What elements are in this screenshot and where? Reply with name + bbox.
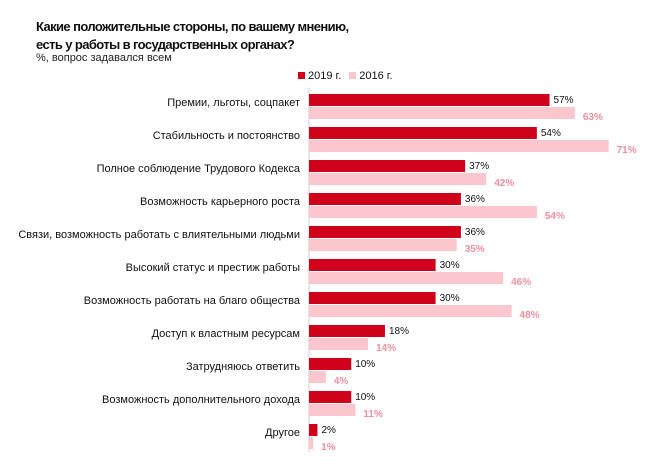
bar-2019: [309, 127, 537, 139]
bar-2016: [309, 173, 487, 185]
category-label: Премии, льготы, соцпакет: [167, 97, 300, 109]
data-label: 14%: [376, 343, 396, 354]
data-label: 35%: [465, 244, 485, 255]
data-label: 57%: [554, 95, 574, 106]
data-label: 10%: [355, 359, 375, 370]
bar-2016: [309, 404, 356, 416]
category-label: Доступ к властным ресурсам: [152, 328, 300, 340]
data-label: 48%: [520, 310, 540, 321]
bar-2019: [309, 391, 352, 403]
bar-2016: [309, 437, 314, 449]
bar-2019: [309, 325, 385, 337]
legend-item-2016: 2016 г.: [349, 70, 393, 82]
legend-item-2019: 2019 г.: [298, 70, 341, 82]
bar-2016: [309, 305, 512, 317]
bar-2019: [309, 259, 436, 271]
bar-2019: [309, 292, 436, 304]
bar-2019: [309, 226, 461, 238]
data-label: 10%: [355, 392, 375, 403]
data-label: 71%: [617, 145, 637, 156]
data-label: 11%: [363, 409, 383, 420]
bar-2019: [309, 424, 318, 436]
category-label: Стабильность и постоянство: [153, 130, 300, 142]
data-label: 54%: [541, 128, 561, 139]
bar-2016: [309, 206, 537, 218]
data-label: 1%: [321, 442, 336, 453]
category-label: Возможность работать на благо общества: [84, 295, 301, 307]
data-label: 63%: [583, 112, 603, 123]
chart-title: Какие положительные стороны, по вашему м…: [36, 19, 349, 52]
data-label: 30%: [440, 293, 460, 304]
data-label: 18%: [389, 326, 409, 337]
data-label: 36%: [465, 227, 485, 238]
bar-2019: [309, 94, 550, 106]
bar-2019: [309, 358, 352, 370]
data-label: 4%: [334, 376, 349, 387]
category-label: Связи, возможность работать с влиятельны…: [18, 229, 300, 241]
bar-2019: [309, 160, 466, 172]
data-label: 36%: [465, 194, 485, 205]
chart-subtitle: %, вопрос задавался всем: [36, 52, 172, 64]
data-label: 2%: [321, 425, 336, 436]
data-label: 37%: [469, 161, 489, 172]
bar-2016: [309, 107, 575, 119]
category-label: Высокий статус и престиж работы: [126, 262, 300, 274]
data-label: 54%: [545, 211, 565, 222]
legend-label: 2016 г.: [359, 70, 393, 82]
category-label: Затрудняюсь ответить: [186, 361, 300, 373]
bar-2016: [309, 239, 457, 251]
category-label: Полное соблюдение Трудового Кодекса: [97, 163, 301, 175]
category-label: Возможность дополнительного дохода: [102, 394, 301, 406]
bar-2016: [309, 272, 504, 284]
bar-2019: [309, 193, 461, 205]
category-label: Возможность карьерного роста: [140, 196, 301, 208]
data-label: 42%: [494, 178, 514, 189]
bar-2016: [309, 140, 609, 152]
category-label: Другое: [265, 427, 300, 439]
bar-2016: [309, 338, 369, 350]
legend: 2019 г. 2016 г.: [298, 70, 393, 82]
data-label: 46%: [511, 277, 531, 288]
data-label: 30%: [440, 260, 460, 271]
legend-label: 2019 г.: [308, 70, 342, 82]
bar-2016: [309, 371, 326, 383]
